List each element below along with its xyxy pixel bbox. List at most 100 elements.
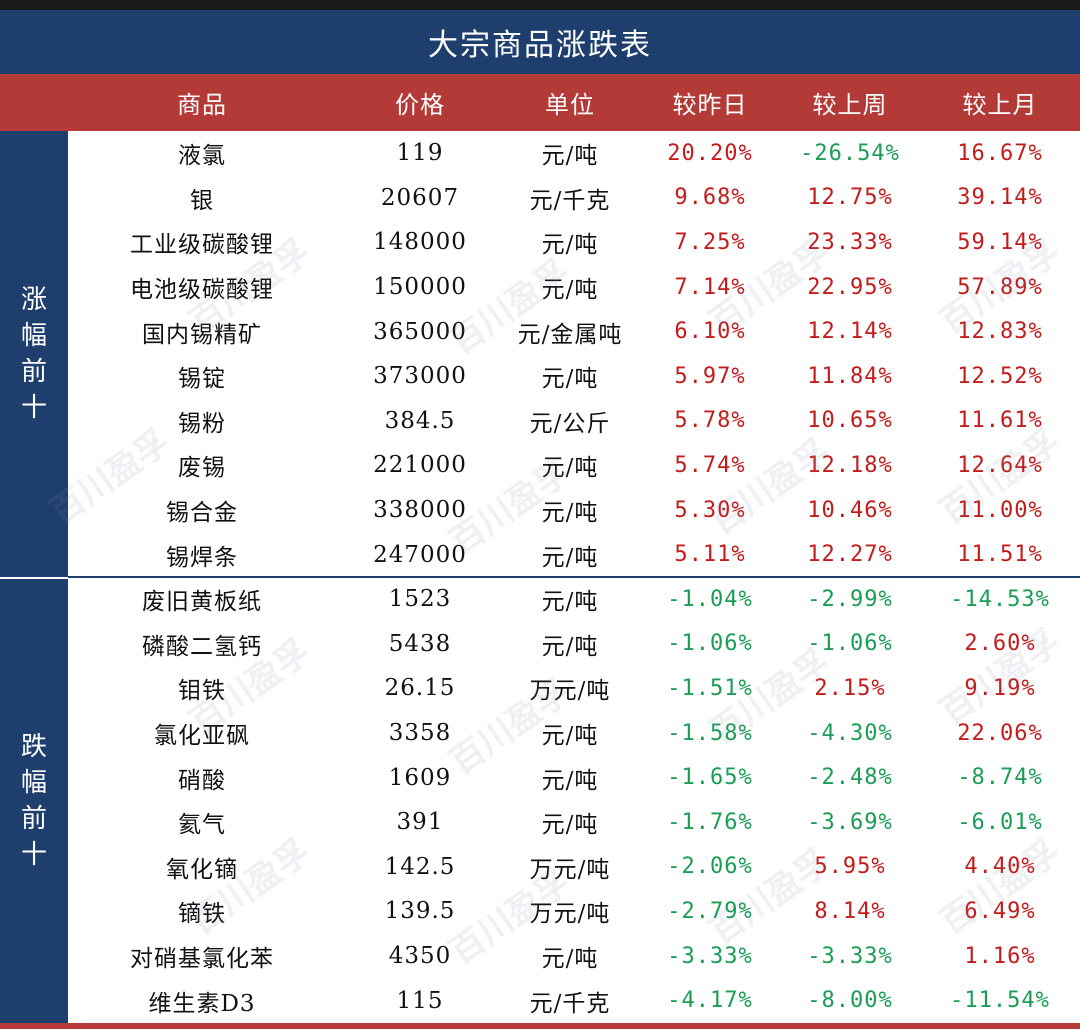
change-vs-last-month: 4.40% (964, 854, 1036, 880)
commodity-name: 锡焊条 (166, 544, 238, 571)
commodity-name: 银 (190, 187, 214, 214)
change-vs-last-week: 12.18% (807, 452, 893, 478)
unit-value: 元/千克 (529, 990, 611, 1017)
change-vs-last-week: 10.65% (807, 408, 893, 434)
change-vs-yesterday: -4.17% (667, 988, 753, 1014)
price-value: 384.5 (384, 407, 456, 434)
change-vs-yesterday: -1.65% (667, 765, 753, 791)
bottom-border (0, 1023, 1080, 1029)
section-divider (68, 576, 1080, 578)
change-vs-last-month: 59.14% (957, 229, 1043, 255)
commodity-name: 工业级碳酸锂 (130, 232, 274, 259)
change-vs-yesterday: 20.20% (667, 140, 753, 166)
commodity-name: 氦气 (178, 812, 226, 839)
change-vs-yesterday: -2.79% (667, 898, 753, 924)
change-vs-last-week: 12.27% (807, 542, 893, 568)
change-vs-last-week: -3.33% (807, 943, 893, 969)
price-value: 365000 (373, 318, 467, 345)
unit-value: 元/吨 (541, 544, 599, 571)
price-value: 148000 (373, 229, 467, 256)
price-value: 338000 (373, 497, 467, 524)
unit-value: 元/千克 (529, 187, 611, 214)
commodity-name: 磷酸二氢钙 (142, 633, 262, 660)
price-value: 221000 (373, 452, 467, 479)
commodity-table-card: 大宗商品涨跌表 商品 价格 单位 较昨日 较上周 较上月 涨幅前十 跌幅前十 液… (0, 10, 1080, 1029)
price-value: 1523 (388, 586, 452, 613)
change-vs-last-week: 12.14% (807, 319, 893, 345)
change-vs-last-month: 39.14% (957, 185, 1043, 211)
commodity-name: 维生素D3 (148, 990, 256, 1017)
price-value: 5438 (388, 630, 452, 657)
table-row: 氧化镝 142.5 万元/吨 -2.06% 5.95% 4.40% (0, 845, 1080, 890)
change-vs-last-month: 57.89% (957, 274, 1043, 300)
price-value: 1609 (388, 764, 452, 791)
table-title: 大宗商品涨跌表 (0, 10, 1080, 74)
change-vs-last-month: 6.49% (964, 898, 1036, 924)
unit-value: 元/吨 (541, 633, 599, 660)
change-vs-last-week: -3.69% (807, 809, 893, 835)
change-vs-last-month: 9.19% (964, 675, 1036, 701)
table-row: 镝铁 139.5 万元/吨 -2.79% 8.14% 6.49% (0, 889, 1080, 934)
change-vs-last-week: -8.00% (807, 988, 893, 1014)
price-value: 247000 (373, 541, 467, 568)
change-vs-last-week: -2.99% (807, 586, 893, 612)
change-vs-yesterday: 5.97% (674, 363, 746, 389)
change-vs-yesterday: -1.51% (667, 675, 753, 701)
table-row: 氯化亚砜 3358 元/吨 -1.58% -4.30% 22.06% (0, 711, 1080, 756)
change-vs-last-month: 16.67% (957, 140, 1043, 166)
unit-value: 元/吨 (541, 455, 599, 482)
commodity-name: 锡粉 (178, 410, 226, 437)
header-price: 价格 (395, 91, 445, 119)
change-vs-last-week: 11.84% (807, 363, 893, 389)
unit-value: 元/吨 (541, 723, 599, 750)
price-value: 119 (396, 140, 444, 167)
table-row: 废旧黄板纸 1523 元/吨 -1.04% -2.99% -14.53% (0, 577, 1080, 622)
table-row: 对硝基氯化苯 4350 元/吨 -3.33% -3.33% 1.16% (0, 934, 1080, 979)
change-vs-yesterday: -2.06% (667, 854, 753, 880)
commodity-name: 废锡 (178, 455, 226, 482)
table-row: 氦气 391 元/吨 -1.76% -3.69% -6.01% (0, 800, 1080, 845)
change-vs-yesterday: 5.78% (674, 408, 746, 434)
commodity-name: 液氯 (178, 143, 226, 170)
change-vs-last-month: 2.60% (964, 631, 1036, 657)
change-vs-last-week: 5.95% (814, 854, 886, 880)
change-vs-last-week: 10.46% (807, 497, 893, 523)
section-label-gainers: 涨幅前十 (0, 131, 68, 577)
header-vs-yesterday: 较昨日 (672, 91, 748, 119)
price-value: 139.5 (384, 898, 456, 925)
price-value: 26.15 (384, 675, 456, 702)
unit-value: 元/吨 (541, 232, 599, 259)
commodity-name: 钼铁 (178, 678, 226, 705)
change-vs-last-week: -2.48% (807, 765, 893, 791)
unit-value: 元/金属吨 (517, 321, 623, 348)
change-vs-yesterday: 9.68% (674, 185, 746, 211)
commodity-name: 锡合金 (166, 500, 238, 527)
change-vs-last-month: 12.52% (957, 363, 1043, 389)
price-value: 391 (396, 809, 444, 836)
price-value: 142.5 (384, 853, 456, 880)
unit-value: 元/吨 (541, 366, 599, 393)
table-row: 液氯 119 元/吨 20.20% -26.54% 16.67% (0, 131, 1080, 176)
commodity-name: 国内锡精矿 (142, 321, 262, 348)
change-vs-yesterday: 6.10% (674, 319, 746, 345)
change-vs-yesterday: 5.74% (674, 452, 746, 478)
commodity-name: 氯化亚砜 (154, 723, 250, 750)
table-row: 废锡 221000 元/吨 5.74% 12.18% 12.64% (0, 443, 1080, 488)
commodity-name: 氧化镝 (166, 856, 238, 883)
header-row: 商品 价格 单位 较昨日 较上周 较上月 (0, 74, 1080, 131)
table-row: 电池级碳酸锂 150000 元/吨 7.14% 22.95% 57.89% (0, 265, 1080, 310)
price-value: 115 (396, 987, 444, 1014)
change-vs-last-month: 11.61% (957, 408, 1043, 434)
table-row: 锡粉 384.5 元/公斤 5.78% 10.65% 11.61% (0, 399, 1080, 444)
change-vs-last-month: 1.16% (964, 943, 1036, 969)
change-vs-last-week: -4.30% (807, 720, 893, 746)
commodity-name: 电池级碳酸锂 (130, 277, 274, 304)
change-vs-last-month: 22.06% (957, 720, 1043, 746)
change-vs-last-month: 12.64% (957, 452, 1043, 478)
change-vs-last-week: 12.75% (807, 185, 893, 211)
change-vs-last-month: -8.74% (957, 765, 1043, 791)
unit-value: 元/吨 (541, 500, 599, 527)
commodity-name: 对硝基氯化苯 (130, 946, 274, 973)
change-vs-last-month: 11.00% (957, 497, 1043, 523)
commodity-name: 废旧黄板纸 (142, 589, 262, 616)
